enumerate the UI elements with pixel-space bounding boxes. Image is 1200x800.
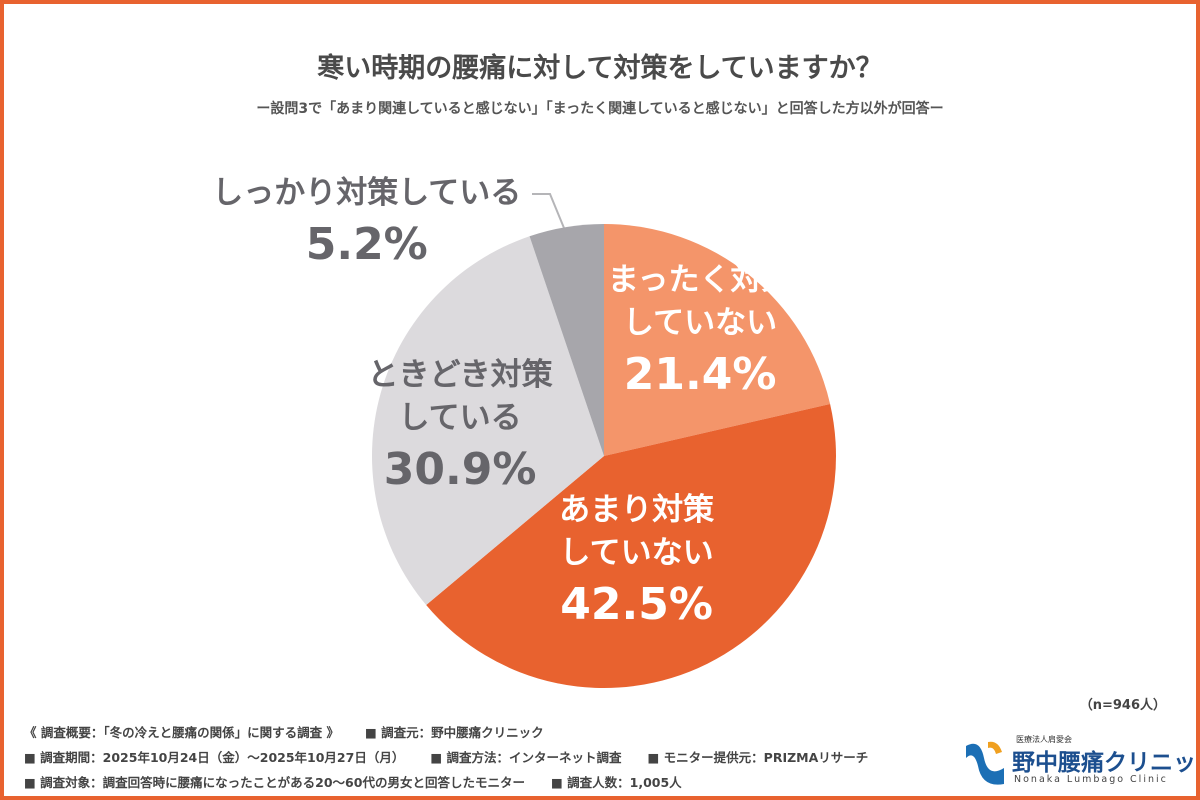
chart [372, 193, 836, 688]
footer-item: ■ 調査方法：インターネット調査 [430, 750, 622, 765]
category-label: しっかり対策している [212, 175, 522, 211]
logo-mark [966, 741, 1004, 785]
footer-row: ■ 調査期間：2025年10月24日（金）～2025年10月27日（月） ■ 調査… [24, 747, 894, 772]
value-label: 21.4% [623, 348, 777, 400]
footer-item: ■ 調査期間：2025年10月24日（金）～2025年10月27日（月） [24, 750, 405, 765]
footer-row: ■ 調査対象：調査回答時に腰痛になったことがある20～60代の男女と回答したモニ… [24, 772, 894, 796]
footer-item: ■ モニター提供元：PRIZMAリサーチ [647, 750, 869, 765]
slice-label: あまり対策していない 42.5% [556, 489, 717, 635]
logo-org: 医療法人肩愛会 [1016, 735, 1072, 744]
logo-english: Nonaka Lumbago Clinic [1014, 774, 1168, 785]
chart-title: 寒い時期の腰痛に対して対策をしていますか？ [317, 53, 883, 84]
footer-item: ■ 調査元：野中腰痛クリニック [364, 725, 544, 740]
slice-label: ときどき対策している 30.9% [364, 354, 556, 500]
sample-size: （n=946人） [1079, 698, 1166, 713]
pie-slice [529, 224, 604, 456]
slice-label: しっかり対策している 5.2% [204, 172, 530, 275]
chart-subtitle: ー設問3で「あまり関連していると感じない」「まったく関連していると感じない」と回… [256, 101, 944, 117]
slice-label: まったく対策していない 21.4% [604, 259, 796, 405]
footer: 《 調査概要：「冬の冷えと腰痛の関係」に関する調査 》 ■ 調査元：野中腰痛クリニ… [24, 722, 894, 796]
footer-item: ■ 調査人数：1,005人 [550, 775, 682, 790]
value-label: 42.5% [560, 578, 713, 630]
leader-line [532, 193, 565, 229]
logo-name: 野中腰痛クリニック [1012, 750, 1200, 776]
pie-slice [604, 224, 831, 456]
value-label: 30.9% [383, 443, 537, 495]
pie-slice [372, 236, 604, 606]
category-label: あまり対策していない [559, 492, 715, 571]
category-label: まったく対策していない [607, 262, 793, 341]
footer-item: 《 調査概要：「冬の冷えと腰痛の関係」に関する調査 》 [24, 725, 339, 740]
logo: 医療法人肩愛会 野中腰痛クリニック Nonaka Lumbago Clinic [962, 734, 1196, 789]
pie-slice [426, 403, 836, 688]
footer-item: ■ 調査対象：調査回答時に腰痛になったことがある20～60代の男女と回答したモニ… [24, 775, 525, 790]
category-label: ときどき対策している [367, 357, 553, 436]
footer-row: 《 調査概要：「冬の冷えと腰痛の関係」に関する調査 》 ■ 調査元：野中腰痛クリニ… [24, 722, 894, 747]
value-label: 5.2% [305, 218, 428, 270]
